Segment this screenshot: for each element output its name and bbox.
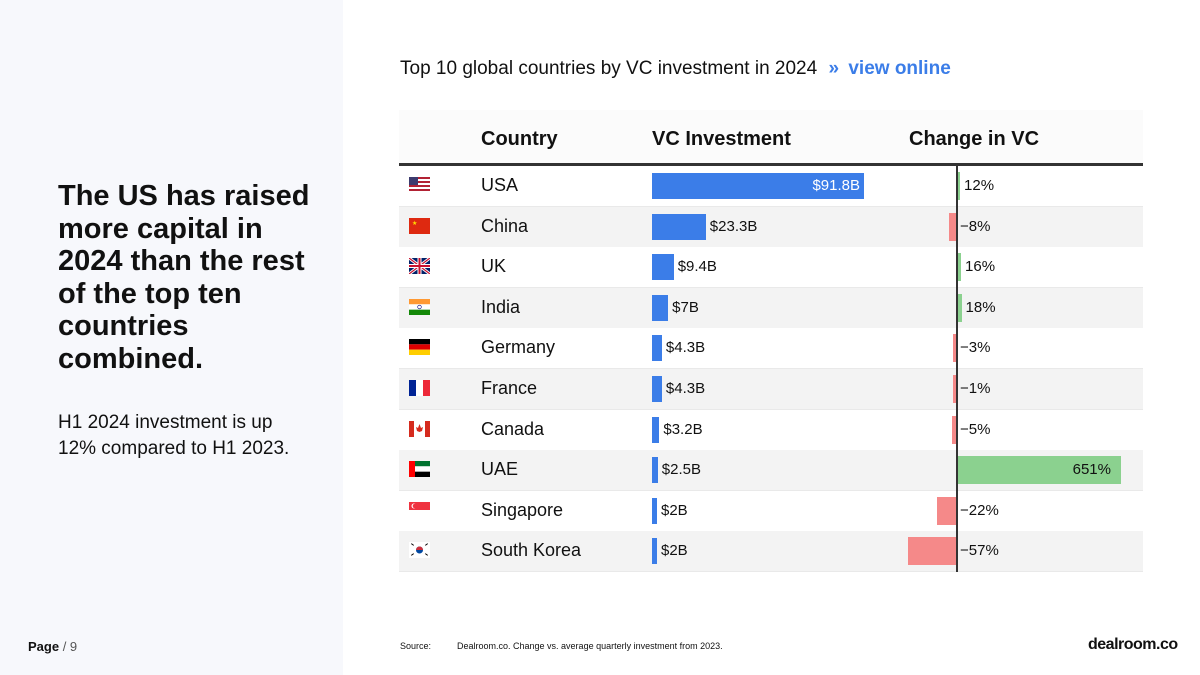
country-name: Singapore xyxy=(481,499,564,520)
uae-flag-icon xyxy=(409,461,430,478)
dealroom-logo: dealroom.co xyxy=(1088,636,1178,653)
change-bar xyxy=(908,537,956,566)
change-zero-axis xyxy=(956,166,958,572)
change-bar xyxy=(957,293,962,322)
left-panel xyxy=(0,0,343,675)
view-online-link[interactable]: view online xyxy=(848,58,951,79)
header-rule xyxy=(399,163,1143,166)
vc-investment-label: $23.3B xyxy=(709,217,758,235)
change-label: −22% xyxy=(960,501,999,519)
change-label: 16% xyxy=(965,258,996,276)
vc-investment-bar xyxy=(652,538,657,565)
vc-investment-label: $2B xyxy=(661,501,688,519)
country-name: China xyxy=(481,215,529,236)
country-name: India xyxy=(481,296,521,317)
vc-investment-bar xyxy=(652,173,864,199)
country-name: France xyxy=(481,378,538,398)
change-bar xyxy=(949,212,956,241)
chart-title-text: Top 10 global countries by VC investment… xyxy=(400,58,818,79)
vc-investment-bar xyxy=(652,254,674,281)
vc-investment-label: $9.4B xyxy=(677,258,717,276)
singapore-flag-icon xyxy=(409,501,430,518)
change-label: 651% xyxy=(1072,461,1111,479)
column-header-country: Country xyxy=(481,128,558,150)
vc-investment-label: $4.3B xyxy=(665,380,706,397)
table-row: Germany $4.3B −3% xyxy=(399,328,1143,370)
table-row: Canada $3.2B −5% xyxy=(399,409,1143,451)
vc-investment-bar xyxy=(652,335,662,362)
south-korea-flag-icon xyxy=(409,542,430,559)
table-row: USA $91.8B 12% xyxy=(399,166,1143,207)
vc-investment-bar xyxy=(652,497,657,524)
source-text: Dealroom.co. Change vs. average quarterl… xyxy=(457,641,723,651)
column-header-vc-investment: VC Investment xyxy=(652,128,791,150)
vc-investment-bar xyxy=(652,213,706,240)
vc-investment-label: $91.8B xyxy=(812,177,860,194)
change-bar xyxy=(953,375,956,403)
vc-investment-bar xyxy=(652,457,658,484)
country-name: USA xyxy=(481,175,519,195)
table-row: ★ China $23.3B −8% xyxy=(399,206,1143,248)
us-flag-icon xyxy=(409,177,430,193)
chevron-right-icon: » xyxy=(828,58,840,79)
source-label: Source: xyxy=(400,641,432,651)
table-row: South Korea $2B −57% xyxy=(399,531,1143,573)
change-label: −8% xyxy=(960,217,991,235)
change-bar xyxy=(937,496,956,525)
table-row: India $7B 18% xyxy=(399,287,1143,329)
headline: The US has raised more capital in 2024 t… xyxy=(58,180,310,375)
change-label: −3% xyxy=(960,339,991,357)
change-label: −1% xyxy=(960,380,991,397)
table-row: UK $9.4B 16% xyxy=(399,247,1143,289)
germany-flag-icon xyxy=(409,339,430,356)
france-flag-icon xyxy=(409,380,430,396)
country-name: UAE xyxy=(481,459,519,480)
china-flag-icon: ★ xyxy=(409,217,430,234)
vc-investment-label: $4.3B xyxy=(665,339,706,357)
country-name: Germany xyxy=(481,337,556,358)
table-row: Singapore $2B −22% xyxy=(399,490,1143,532)
vc-investment-label: $2.5B xyxy=(661,461,701,479)
table-row: France $4.3B −1% xyxy=(399,369,1143,410)
country-name: UK xyxy=(481,256,507,277)
page-label: Page xyxy=(28,639,60,654)
country-name: South Korea xyxy=(481,540,582,561)
change-label: 12% xyxy=(964,177,995,194)
vc-investment-bar xyxy=(652,376,662,402)
change-bar xyxy=(953,334,956,363)
uk-flag-icon xyxy=(409,258,430,275)
change-bar xyxy=(957,456,1121,485)
canada-flag-icon xyxy=(409,420,430,437)
change-label: 18% xyxy=(965,298,996,316)
page-total: / 9 xyxy=(62,639,78,654)
vc-investment-bar xyxy=(652,294,669,321)
change-label: −5% xyxy=(960,420,991,438)
change-bar xyxy=(957,172,961,200)
vc-investment-label: $7B xyxy=(672,298,699,316)
change-bar xyxy=(951,415,956,444)
country-name: Canada xyxy=(481,418,545,439)
vc-investment-bar xyxy=(652,416,660,443)
india-flag-icon xyxy=(409,298,430,315)
column-header-change: Change in VC xyxy=(909,128,1040,150)
vc-investment-label: $3.2B xyxy=(663,420,703,438)
change-label: −57% xyxy=(960,542,999,560)
source-note: Source: Dealroom.co. Change vs. average … xyxy=(400,641,723,651)
chart-title: Top 10 global countries by VC investment… xyxy=(400,58,951,80)
subtext: H1 2024 investment is up 12% compared to… xyxy=(58,412,290,459)
table-row: UAE $2.5B 651% xyxy=(399,450,1143,492)
vc-investment-label: $2B xyxy=(661,542,688,560)
change-bar xyxy=(957,253,962,282)
svg-text:★: ★ xyxy=(412,220,417,227)
page-indicator: Page / 9 xyxy=(28,639,77,654)
